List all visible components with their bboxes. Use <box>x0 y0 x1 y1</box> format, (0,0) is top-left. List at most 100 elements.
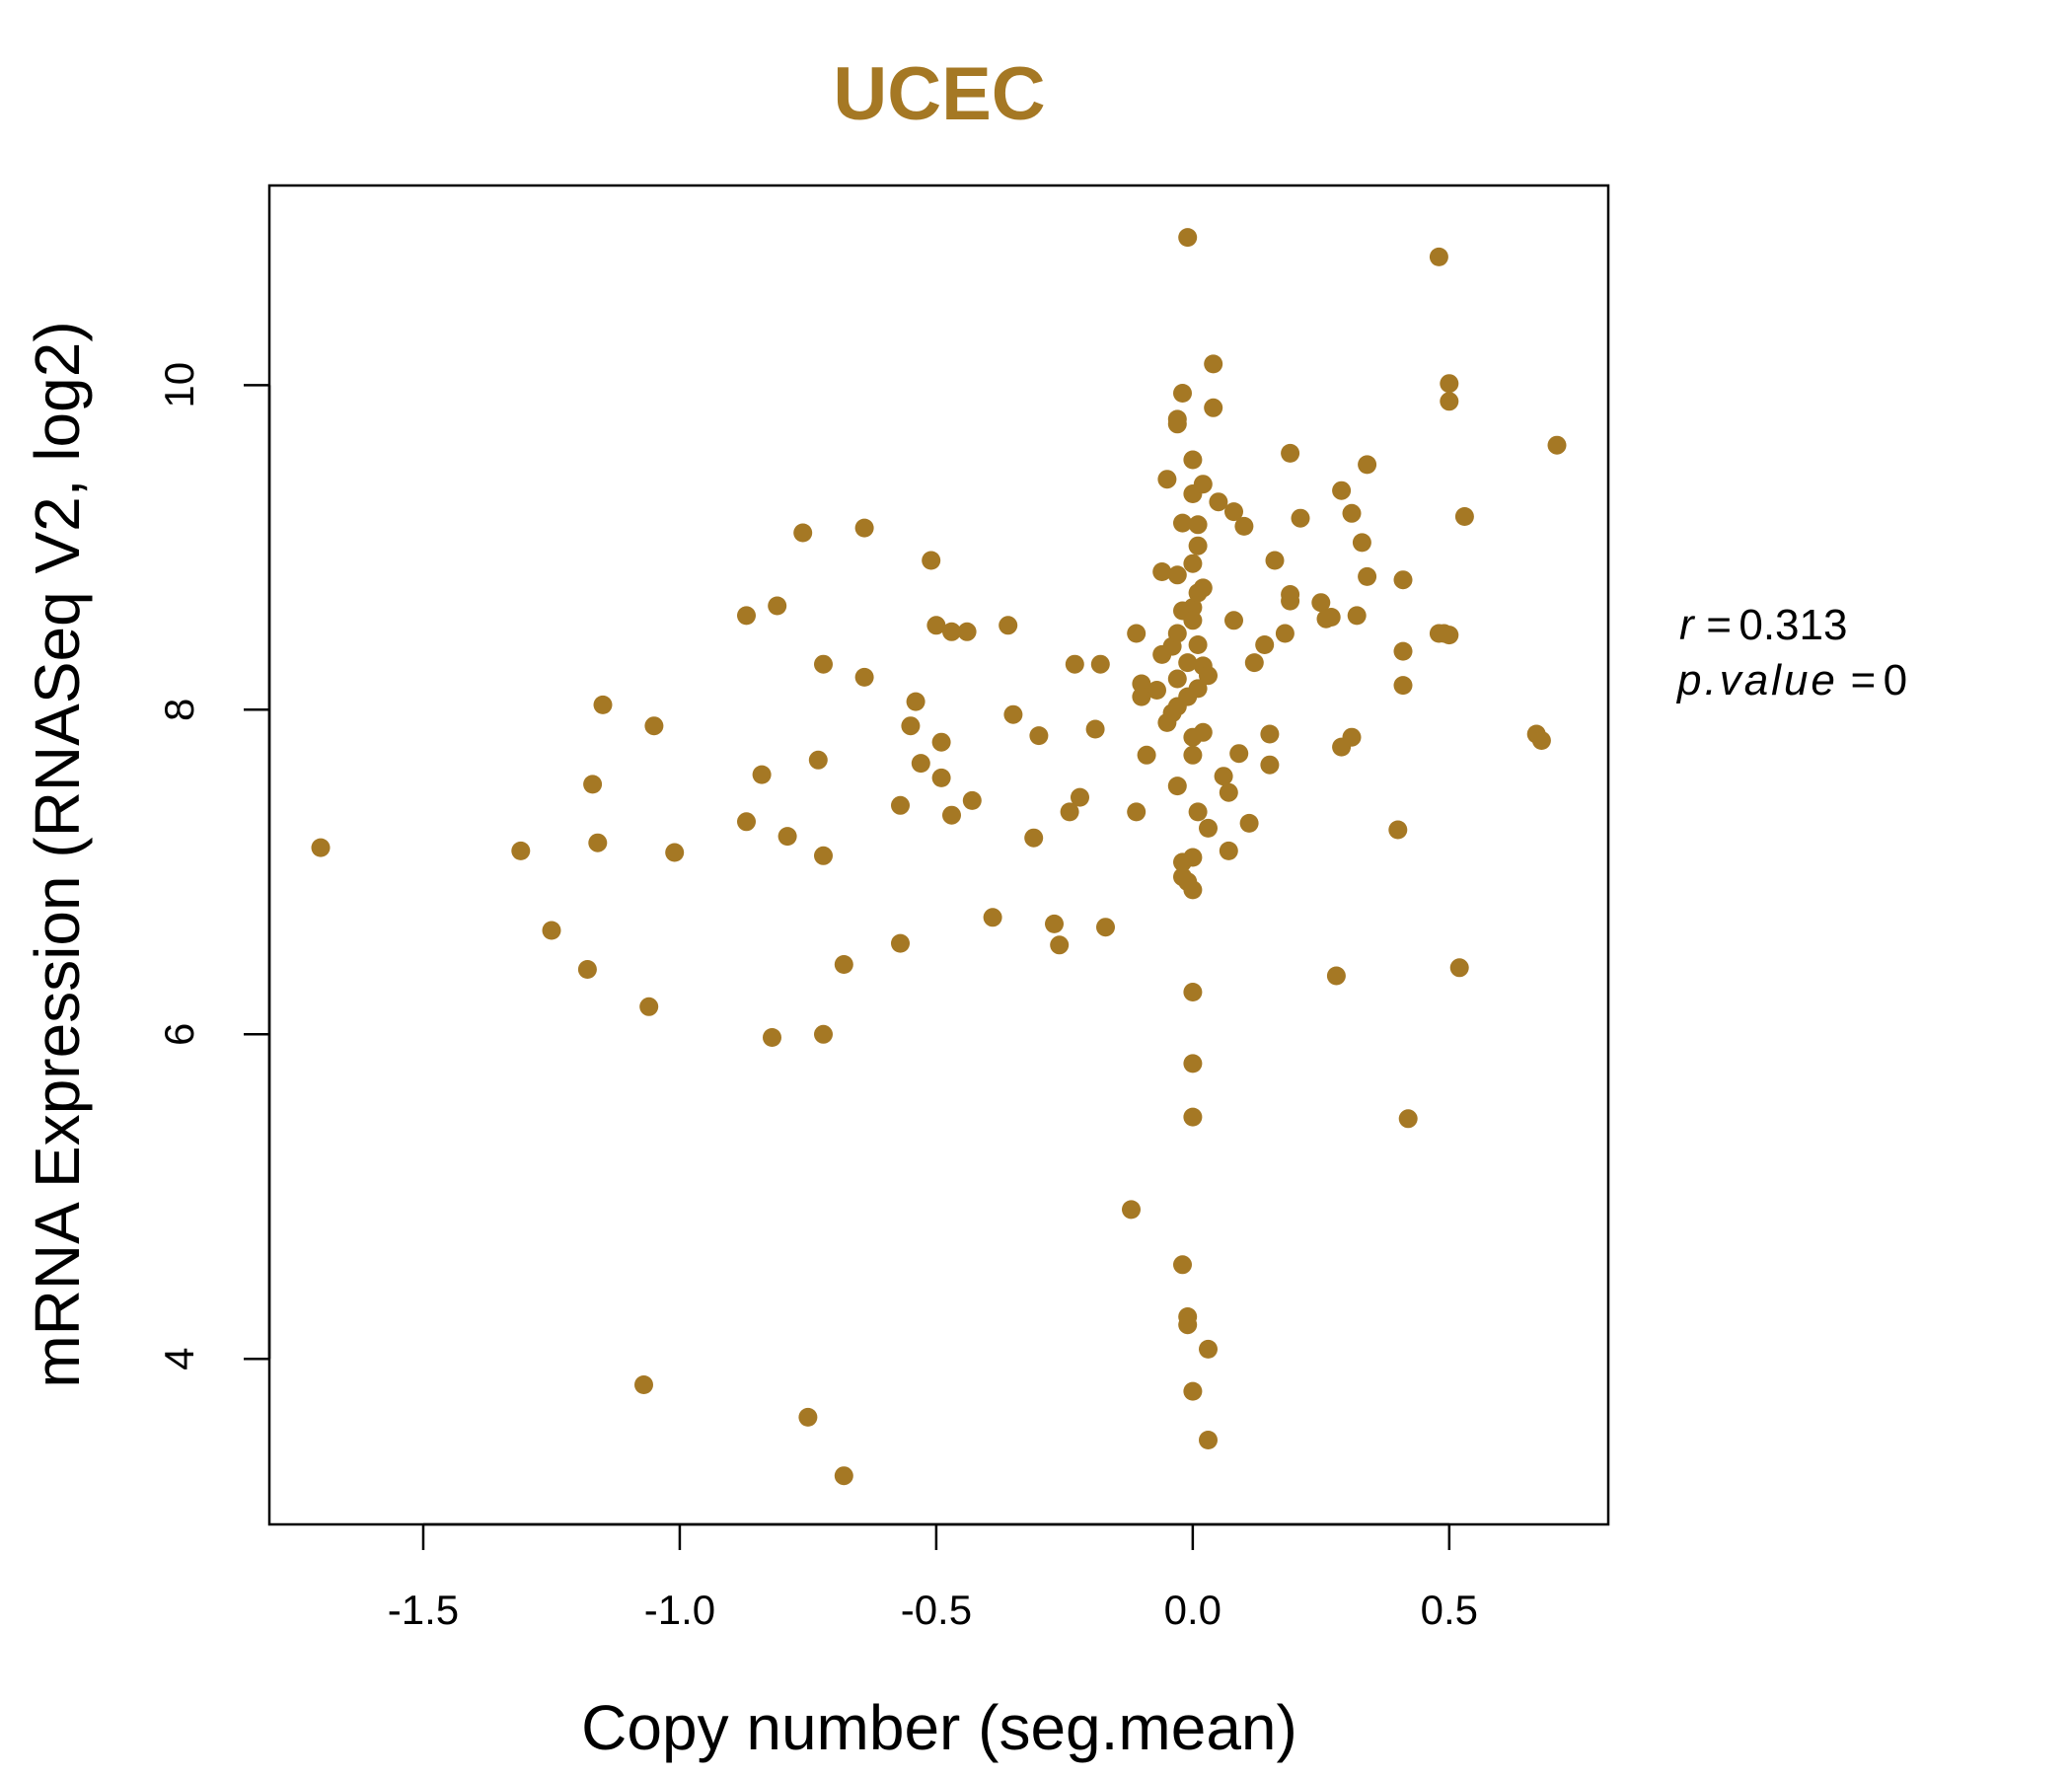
y-tick-label: 10 <box>156 362 202 408</box>
data-point <box>1050 935 1070 955</box>
r-eq: = <box>1706 601 1732 649</box>
data-point <box>1204 398 1223 417</box>
data-point <box>942 622 961 641</box>
data-point <box>1132 687 1151 706</box>
data-point <box>1393 570 1413 590</box>
data-point <box>1265 551 1285 570</box>
data-point <box>634 1375 653 1394</box>
data-point <box>1393 641 1413 661</box>
data-point <box>542 921 561 940</box>
data-point <box>1122 1200 1141 1220</box>
data-point <box>1096 918 1115 937</box>
data-point <box>808 750 828 770</box>
data-point <box>1060 802 1079 822</box>
data-point <box>1260 724 1280 744</box>
data-point <box>1199 1339 1218 1359</box>
data-point <box>1393 676 1413 696</box>
data-point <box>1219 782 1238 802</box>
data-point <box>1214 767 1233 786</box>
data-point <box>1173 513 1192 533</box>
data-point <box>511 841 531 860</box>
data-point <box>1173 384 1192 403</box>
data-point <box>1188 679 1208 699</box>
data-point <box>1358 566 1377 586</box>
r-value: 0.313 <box>1739 601 1847 649</box>
data-point <box>834 955 853 974</box>
data-point <box>1440 392 1459 411</box>
data-point <box>1183 1381 1203 1401</box>
x-tick-label: 0.0 <box>1164 1587 1221 1633</box>
data-point <box>1199 1431 1218 1449</box>
data-point <box>891 795 910 815</box>
data-point <box>1167 624 1187 643</box>
data-point <box>1234 516 1254 536</box>
data-point <box>854 667 874 687</box>
data-point <box>1281 443 1300 463</box>
data-point <box>931 768 951 787</box>
data-point <box>1188 515 1208 535</box>
data-point <box>942 805 961 825</box>
data-point <box>1388 820 1408 840</box>
data-point <box>814 1024 833 1044</box>
data-point <box>1173 1255 1192 1275</box>
data-point <box>1398 1109 1418 1129</box>
data-point <box>1440 374 1459 394</box>
data-point <box>1193 578 1213 598</box>
data-point <box>922 551 941 570</box>
data-point <box>1193 722 1213 742</box>
data-point <box>593 695 613 714</box>
y-tick-label: 8 <box>156 699 202 721</box>
data-point <box>1003 704 1023 724</box>
data-point <box>1183 1107 1203 1127</box>
data-point <box>1358 455 1377 475</box>
data-point <box>1352 533 1371 553</box>
data-point <box>901 716 921 736</box>
data-point <box>768 596 787 616</box>
data-point <box>1071 787 1089 807</box>
data-point <box>1183 880 1203 900</box>
data-point <box>1132 674 1151 694</box>
data-point <box>1342 727 1362 747</box>
data-point <box>1029 726 1049 746</box>
data-point <box>798 1407 818 1427</box>
correlation-annotation: r = 0.313 p.value = 0 <box>1675 601 1907 704</box>
data-point <box>926 616 946 635</box>
data-point <box>1326 966 1346 986</box>
data-point <box>1199 818 1218 838</box>
data-point <box>1244 653 1264 673</box>
data-point <box>1193 475 1213 494</box>
data-point <box>644 716 664 736</box>
data-point <box>814 654 833 674</box>
data-point <box>1167 409 1187 429</box>
data-point <box>311 838 331 857</box>
data-point <box>957 622 977 641</box>
data-point <box>1260 755 1280 775</box>
data-point <box>588 833 608 852</box>
data-point <box>1045 914 1064 933</box>
data-points <box>311 228 1567 1486</box>
data-point <box>1204 354 1223 374</box>
data-point <box>1127 802 1147 822</box>
data-point <box>999 616 1018 635</box>
data-point <box>1281 585 1300 604</box>
data-point <box>1311 593 1331 613</box>
y-tick-label: 6 <box>156 1023 202 1046</box>
x-tick-label: 0.5 <box>1421 1587 1478 1633</box>
x-axis-label: Copy number (seg.mean) <box>581 1692 1297 1763</box>
data-point <box>1167 565 1187 585</box>
data-point <box>1157 470 1177 489</box>
data-point <box>1291 508 1310 528</box>
data-point <box>1147 681 1166 700</box>
data-point <box>763 1028 781 1047</box>
data-point <box>1183 598 1203 618</box>
data-point <box>1449 958 1469 978</box>
data-point <box>793 523 813 543</box>
data-point <box>1321 608 1341 627</box>
data-point <box>577 960 597 979</box>
data-point <box>1183 983 1203 1001</box>
data-point <box>1178 653 1198 673</box>
data-point <box>962 790 982 810</box>
data-point <box>737 606 756 626</box>
data-point <box>1152 562 1172 581</box>
